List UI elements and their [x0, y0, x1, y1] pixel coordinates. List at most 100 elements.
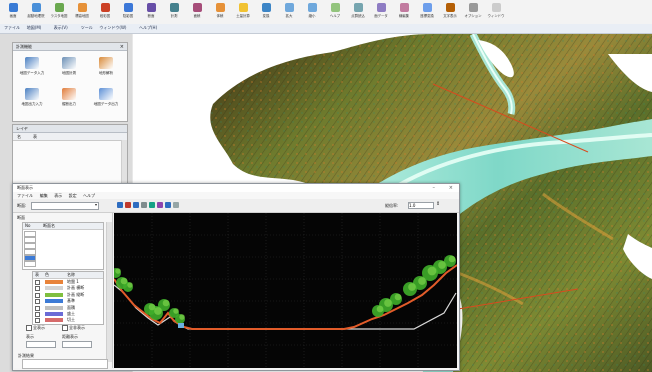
section-row[interactable]: [24, 261, 36, 267]
legend-col-1: 色: [45, 272, 49, 277]
menu-item-1[interactable]: 地図(M): [26, 25, 42, 30]
ribbon-button-18[interactable]: 座標変換: [418, 1, 436, 21]
display-select[interactable]: [26, 341, 56, 348]
legend-checkbox[interactable]: [35, 318, 40, 324]
legend-swatch: [45, 305, 63, 310]
coord-icon: [422, 3, 432, 12]
menu-item-2[interactable]: 表示(V): [53, 25, 68, 30]
hide-all-checkbox[interactable]: [62, 325, 68, 331]
window-minimize-button[interactable]: –: [432, 185, 436, 191]
vegetation-highlight: [438, 261, 446, 269]
profile-icon: [146, 3, 156, 12]
section-row[interactable]: [24, 243, 36, 249]
ribbon-button-12[interactable]: 拡大: [280, 1, 298, 21]
window-close-button[interactable]: ×: [448, 185, 453, 191]
ribbon-button-3[interactable]: 標高地図: [73, 1, 91, 21]
menu-item-3[interactable]: ツール: [80, 25, 93, 30]
profile-tool-icon-2[interactable]: [133, 202, 139, 208]
window-menu-item-0[interactable]: ファイル: [17, 193, 33, 198]
window-menu-item-2[interactable]: 表示: [54, 193, 63, 198]
legend-checkbox[interactable]: [35, 280, 40, 285]
ribbon-button-2[interactable]: ラスタ地図: [50, 1, 68, 21]
ribbon-button-16[interactable]: 面データ: [372, 1, 390, 21]
ribbon-button-0[interactable]: 画面: [4, 1, 22, 21]
ribbon-button-label: 段彩図: [99, 14, 111, 18]
ribbon-button-5[interactable]: 陰影図: [119, 1, 137, 21]
layers-scrollbar[interactable]: [121, 140, 127, 219]
profile-tool-icon-1[interactable]: [125, 202, 131, 208]
side-scrollbar[interactable]: [106, 222, 112, 362]
ribbon-button-20[interactable]: オプション: [464, 1, 482, 21]
section-row[interactable]: [24, 237, 36, 243]
ribbon-button-6[interactable]: 断面: [142, 1, 160, 21]
ribbon-button-10[interactable]: 土量計算: [234, 1, 252, 21]
scale-spinner-icon[interactable]: ⇕: [436, 201, 441, 207]
legend-row[interactable]: 計画 縦断: [33, 292, 103, 298]
legend-checkbox[interactable]: [35, 292, 40, 298]
ribbon-button-label: 起動地理院: [27, 14, 45, 18]
ribbon-button-14[interactable]: ヘルプ: [326, 1, 344, 21]
profile-section-line: [432, 83, 589, 153]
section-row[interactable]: [24, 231, 36, 237]
legend-row[interactable]: 切土: [33, 317, 103, 324]
layers-header: 名 表: [13, 133, 127, 141]
legend-row[interactable]: 盛土: [33, 311, 103, 317]
tool-button-0[interactable]: 地図データ入力: [17, 55, 47, 81]
tool-button-label: 地図データ出力: [93, 102, 119, 106]
section-row[interactable]: [24, 255, 36, 261]
ribbon-button-9[interactable]: 体積: [211, 1, 229, 21]
menu-item-0[interactable]: ファイル: [4, 25, 20, 30]
ribbon-button-4[interactable]: 段彩図: [96, 1, 114, 21]
ribbon-button-11[interactable]: 変換: [257, 1, 275, 21]
tools-panel: 計測機能 × 地図データ入力 地図計測 地形解析 地図出力入力 縦断出力 地図データ出力: [12, 42, 128, 122]
legend-checkbox[interactable]: [35, 286, 40, 292]
distance-select[interactable]: [62, 341, 92, 348]
ribbon-button-8[interactable]: 面積: [188, 1, 206, 21]
ribbon-button-21[interactable]: ウィンドウ: [487, 1, 505, 21]
menu-item-4[interactable]: ウィンドウ(W): [99, 25, 127, 30]
legend-checkbox[interactable]: [35, 299, 40, 305]
ribbon-button-19[interactable]: 文字表示: [441, 1, 459, 21]
legend-row[interactable]: 面積: [33, 305, 103, 311]
terrain-icon: [99, 57, 113, 69]
tools-panel-close-icon[interactable]: ×: [119, 44, 124, 50]
profile-tool-icon-7[interactable]: [173, 202, 179, 208]
window-menu-item-3[interactable]: 設定: [68, 193, 77, 198]
menu-item-5[interactable]: ヘルプ(H): [139, 25, 158, 30]
legend-row[interactable]: 地盤 1: [33, 279, 103, 285]
scale-label: 縦倍率:: [385, 203, 399, 208]
ribbon-button-13[interactable]: 縮小: [303, 1, 321, 21]
profile-window-toolbar: 断面: ▾ 縦倍率: ⇕: [13, 199, 459, 213]
legend-row[interactable]: 計画 横断: [33, 285, 103, 292]
tool-button-1[interactable]: 地図計測: [54, 55, 84, 81]
profile-tool-icon-3[interactable]: [141, 202, 147, 208]
profile-plot[interactable]: [111, 213, 458, 368]
tool-button-2[interactable]: 地形解析: [91, 55, 121, 81]
profile-tool-icon-0[interactable]: [117, 202, 123, 208]
ribbon-button-label: オプション: [464, 14, 482, 18]
window-menu-item-4[interactable]: ヘルプ: [83, 193, 95, 198]
tool-button-5[interactable]: 地図データ出力: [91, 86, 121, 112]
tool-button-4[interactable]: 縦断出力: [54, 86, 84, 112]
text-icon: [445, 3, 455, 12]
profile-tool-icon-5[interactable]: [157, 202, 163, 208]
ribbon-button-7[interactable]: 計測: [165, 1, 183, 21]
map-input-icon: [25, 57, 39, 69]
show-all-checkbox[interactable]: [26, 325, 32, 331]
profile-tool-icon-6[interactable]: [165, 202, 171, 208]
ribbon-button-1[interactable]: 起動地理院: [27, 1, 45, 21]
section-row[interactable]: [24, 249, 36, 255]
legend-checkbox[interactable]: [35, 305, 40, 311]
legend-label: 地盤 1: [67, 279, 79, 284]
legend-row[interactable]: 基準: [33, 298, 103, 305]
tool-button-3[interactable]: 地図出力入力: [17, 86, 47, 112]
ribbon-button-17[interactable]: 線編集: [395, 1, 413, 21]
ribbon-button-15[interactable]: 点群読込: [349, 1, 367, 21]
white-clearing-lower: [623, 234, 652, 279]
section-list[interactable]: No 断面名: [22, 222, 104, 270]
legend-checkbox[interactable]: [35, 312, 40, 317]
profile-tool-icon-4[interactable]: [149, 202, 155, 208]
window-menu-item-1[interactable]: 編集: [39, 193, 48, 198]
scale-input[interactable]: [408, 202, 434, 209]
profile-select[interactable]: ▾: [31, 202, 99, 210]
